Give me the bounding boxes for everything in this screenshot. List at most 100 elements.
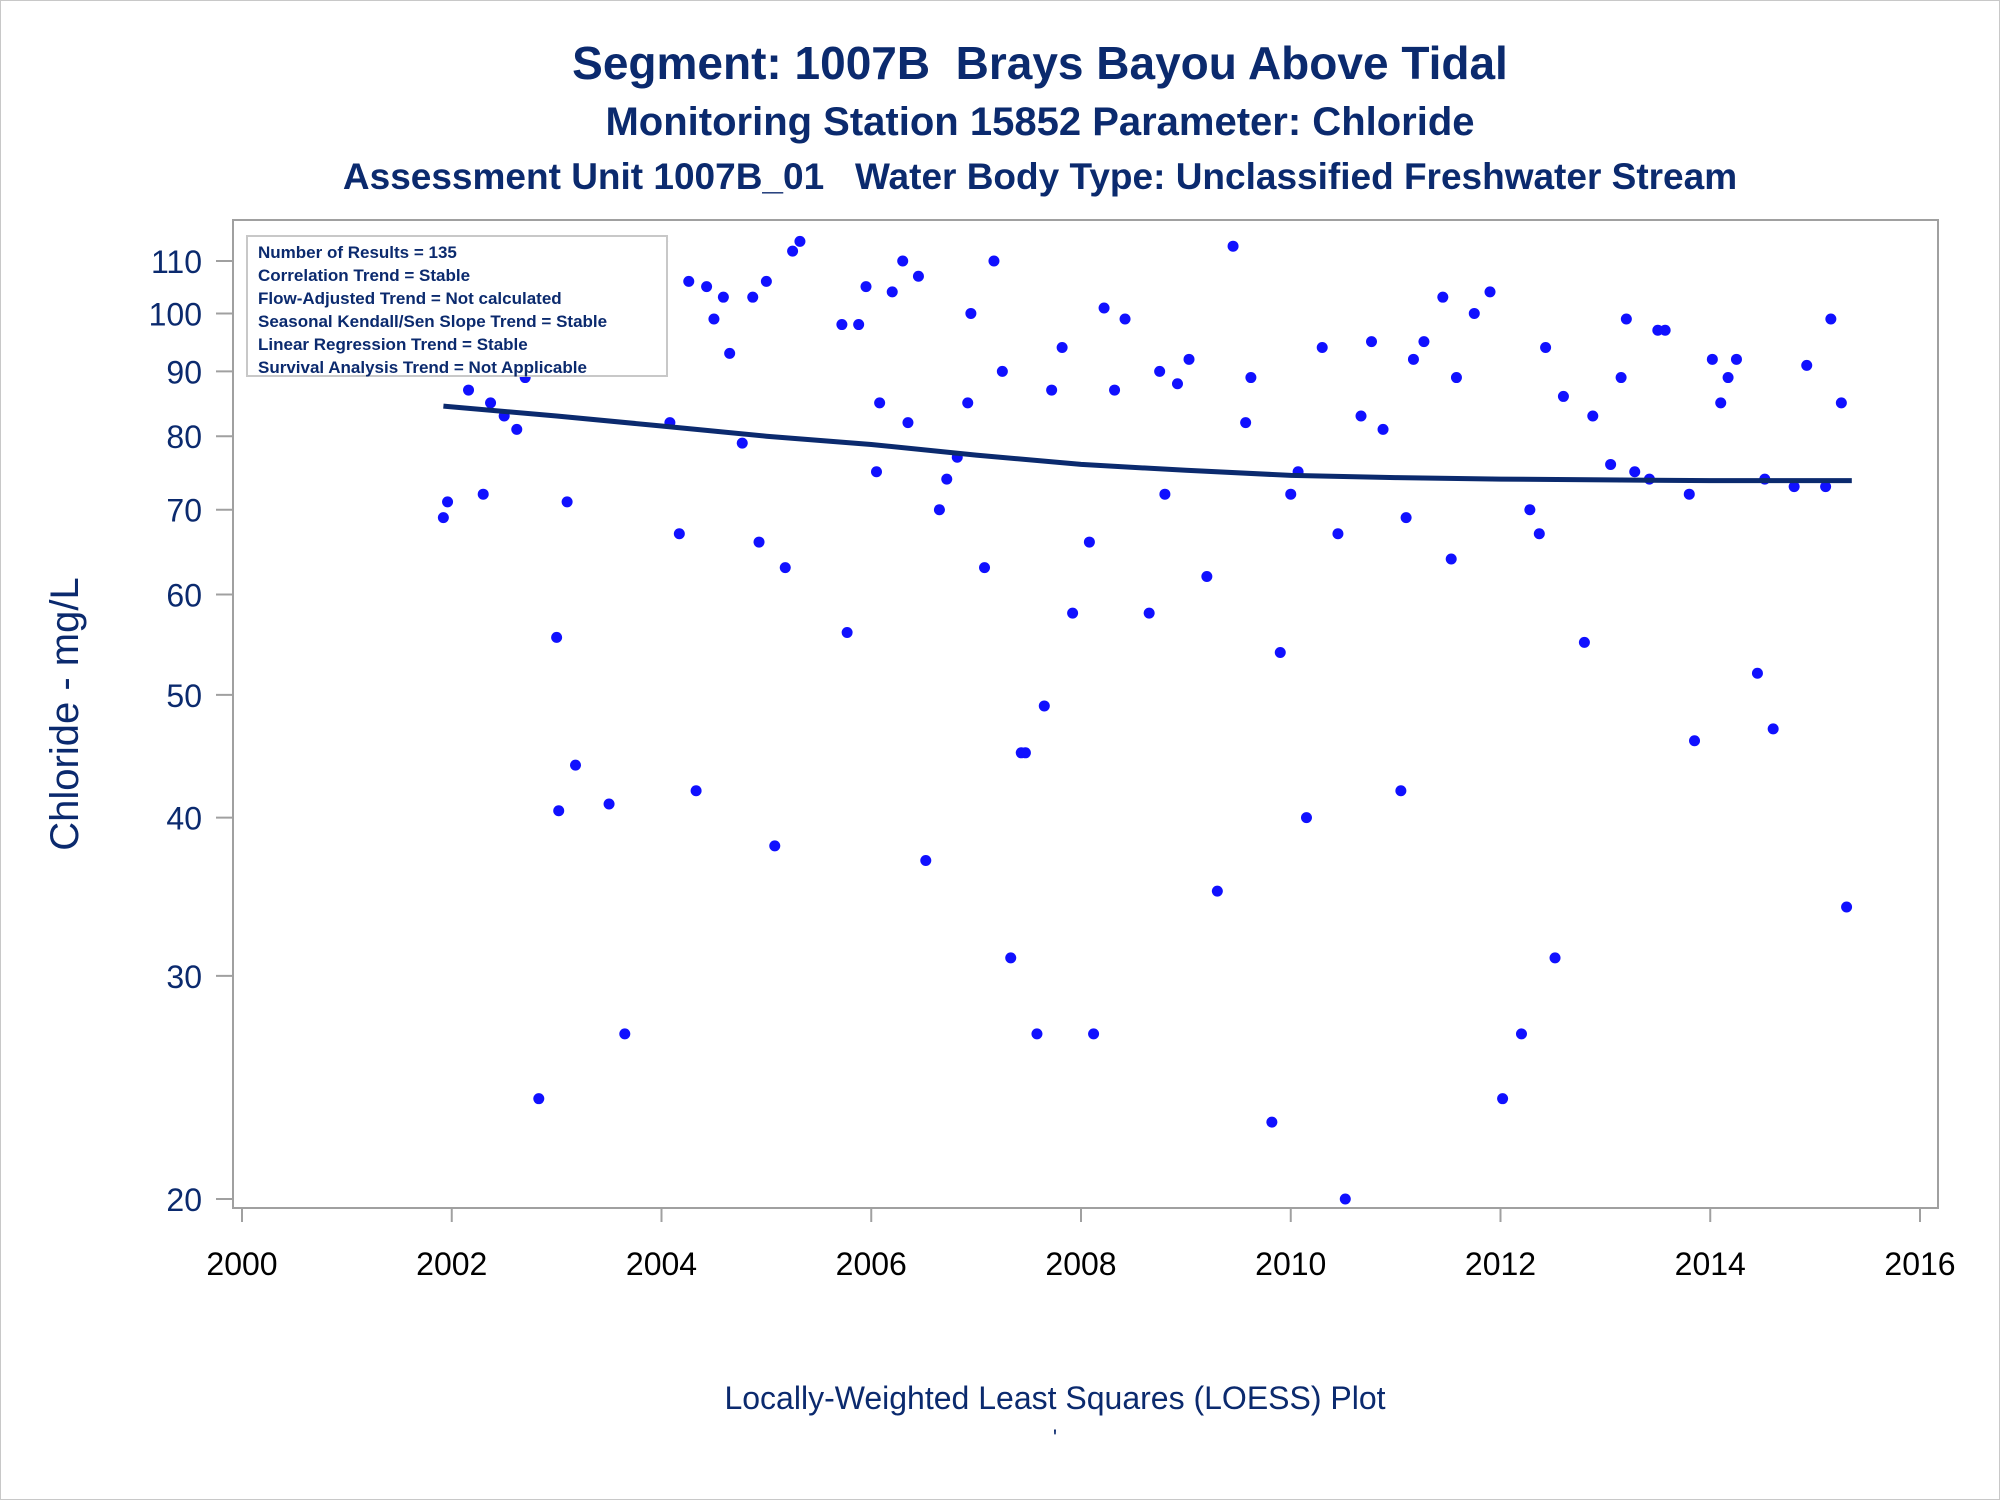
x-tick-label: 2012 [1465,1246,1536,1282]
data-point [1245,372,1257,384]
data-point [1751,667,1763,679]
data-point [477,488,489,500]
x-tick-label: 2006 [836,1246,907,1282]
data-point [1046,384,1058,396]
loess-curve [443,403,1852,484]
data-point [1820,481,1832,493]
data-point [1445,553,1457,565]
data-point [690,785,702,797]
y-tick-label: 110 [151,244,202,280]
data-point [463,384,475,396]
data-point [1274,646,1286,658]
y-axis-label: Chloride - mg/L [43,577,87,850]
data-point [1056,341,1068,353]
data-point [1083,536,1095,548]
data-point [1266,1116,1278,1128]
data-point [1767,723,1779,735]
data-point [1098,302,1110,314]
data-point [701,281,713,293]
data-point [1788,481,1800,493]
data-point [1615,372,1627,384]
data-point [1227,240,1239,252]
data-point [1154,365,1166,377]
y-axis: 20 30 40 50 60 70 80 90 100 110 [149,244,233,1218]
chart-subtitle: Monitoring Station 15852 Parameter: Chlo… [605,100,1475,144]
data-point [1285,488,1297,500]
data-point [1119,313,1131,325]
data-point [979,562,991,574]
y-tick-label: 70 [166,493,202,529]
data-point [1689,735,1701,747]
data-point [1629,466,1641,478]
data-point [1171,378,1183,390]
data-point [870,466,882,478]
data-point [1801,359,1813,371]
data-point [717,291,729,303]
data-point [724,347,736,359]
data-point [996,365,1008,377]
data-point [1730,353,1742,365]
y-tick-label: 90 [166,354,202,390]
data-point [619,1028,631,1040]
data-point [1332,528,1344,540]
data-point [1578,636,1590,648]
data-point [1706,353,1718,365]
data-point [1497,1093,1509,1105]
data-point [912,270,924,282]
data-points [437,235,1853,1205]
chart-title: Segment: 1007B Brays Bayou Above Tidal [572,37,1508,89]
data-point [760,275,772,287]
data-point [1407,353,1419,365]
data-point [1484,286,1496,298]
data-point [1109,384,1121,396]
y-tick-label: 30 [166,959,202,995]
data-point [673,528,685,540]
data-point [853,319,865,331]
data-point [1201,570,1213,582]
y-tick-label: 100 [149,296,202,332]
plot-area [232,219,1939,1209]
data-point [920,855,932,867]
data-point [1659,324,1671,336]
data-point [1557,390,1569,402]
x-tick-label: 2002 [416,1246,487,1282]
data-point [1515,1028,1527,1040]
data-point [1524,504,1536,516]
plot-footnote-mark: ' [1052,1425,1058,1450]
data-point [551,631,563,643]
chart-subtitle-2: Assessment Unit 1007B_01 Water Body Type… [342,156,1738,197]
data-point [1549,952,1561,964]
data-point [1316,341,1328,353]
data-point [1437,291,1449,303]
stat-linear-regression: Linear Regression Trend = Stable [258,335,528,354]
data-point [1183,353,1195,365]
data-point [1240,417,1252,429]
data-point [1722,372,1734,384]
data-point [886,286,898,298]
x-tick-label: 2014 [1675,1246,1746,1282]
stat-results: Number of Results = 135 [258,243,457,262]
data-point [860,281,872,293]
data-point [1825,313,1837,325]
data-point [941,473,953,485]
data-point [1211,885,1223,897]
data-point [708,313,720,325]
data-point [561,496,573,508]
y-tick-label: 20 [166,1182,202,1218]
y-tick-label: 50 [166,678,202,714]
data-point [753,536,765,548]
data-point [787,245,799,257]
data-point [962,397,974,409]
data-point [836,319,848,331]
data-point [1450,372,1462,384]
statistics-box: Number of Results = 135 Correlation Tren… [246,235,668,377]
data-point [533,1093,545,1105]
x-tick-label: 2000 [206,1246,277,1282]
data-point [988,255,1000,267]
data-point [1300,812,1312,824]
stat-flow-adjusted: Flow-Adjusted Trend = Not calculated [258,289,562,308]
data-point [1088,1028,1100,1040]
plot-footnote: Locally-Weighted Least Squares (LOESS) P… [724,1380,1386,1416]
data-point [1468,307,1480,319]
